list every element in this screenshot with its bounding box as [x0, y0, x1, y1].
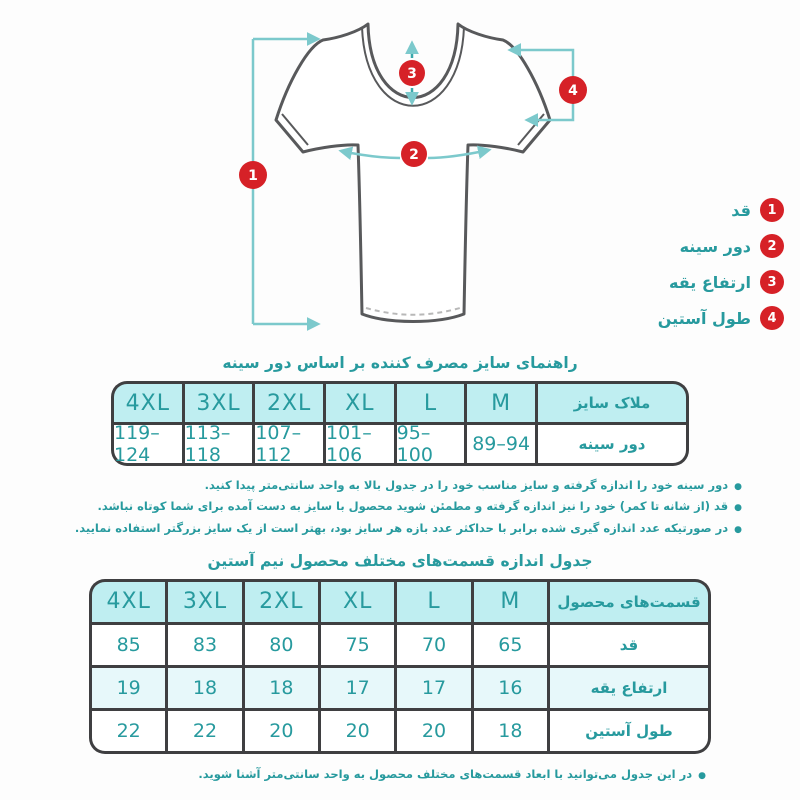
tshirt-measurement-diagram: 1 2 3 4 1 قد 2 دور سینه 3 ارتفاع یقه 4 طول آستی…: [0, 0, 800, 348]
bullet-icon: ●: [698, 770, 706, 781]
legend-label: طول آستین: [657, 308, 751, 328]
chest-range-cell: 101–106: [325, 422, 394, 466]
left-cuff-line: [281, 113, 309, 146]
parts-dimensions-table: 4XL 3XL 2XL XL L M قسمت‌های محصول 85 83 80 75 70 65 ق…: [89, 578, 711, 754]
legend-item-2: 2 دور سینه: [658, 234, 784, 258]
dimension-value-cell: 85: [92, 624, 166, 665]
legend-number-badge: 4: [760, 306, 784, 330]
dimension-value-cell: 18: [168, 667, 242, 708]
legend-number-badge: 2: [760, 234, 784, 258]
note-item: ● در صورتیکه عدد اندازه گیری شده برابر با…: [28, 518, 742, 539]
size-header-cell: 4XL: [114, 384, 182, 422]
marker-3: 3: [399, 60, 425, 86]
dimension-value-cell: 20: [321, 710, 395, 751]
dimension-value-cell: 83: [168, 624, 242, 665]
size-header-cell: 2XL: [255, 384, 323, 422]
size-header-cell: L: [397, 581, 471, 622]
footer-note-text: در این جدول می‌توانید با ابعاد قسمت‌های …: [198, 766, 693, 781]
dimension-value-cell: 19: [92, 667, 166, 708]
dimension-value-cell: 22: [92, 710, 166, 751]
parts-table-title: جدول اندازه قسمت‌های مختلف محصول نیم آست…: [207, 551, 593, 570]
dimension-value-cell: 22: [168, 710, 242, 751]
measure-chest: [338, 145, 492, 160]
chest-range-cell: 119–124: [114, 422, 182, 466]
dimension-value-cell: 70: [397, 624, 471, 665]
chest-row-label: دور سینه: [537, 425, 686, 463]
dimension-value-cell: 18: [244, 667, 318, 708]
bullet-icon: ●: [734, 503, 742, 514]
size-header-cell: 4XL: [92, 581, 166, 622]
marker-4: 4: [559, 76, 587, 104]
parts-header-cell: قسمت‌های محصول: [550, 581, 708, 622]
note-text: قد (از شانه تا کمر) خود را نیز اندازه گر…: [97, 499, 729, 514]
chest-range-cell: 95–100: [396, 422, 465, 466]
dimension-value-cell: 20: [397, 710, 471, 751]
dimension-value-cell: 17: [321, 667, 395, 708]
dimension-value-cell: 17: [397, 667, 471, 708]
collar-band-line: [361, 26, 465, 107]
dimension-row-label: طول آستین: [550, 710, 708, 751]
legend-label: قد: [731, 200, 751, 220]
legend-number-badge: 3: [760, 270, 784, 294]
legend-item-3: 3 ارتفاع یقه: [658, 270, 784, 294]
size-header-cell: 3XL: [184, 384, 253, 422]
bullet-icon: ●: [734, 524, 742, 535]
size-header-cell: 3XL: [168, 581, 242, 622]
chest-range-cell: 89–94: [467, 425, 535, 463]
dimension-value-cell: 18: [473, 710, 547, 751]
size-header-cell: 2XL: [244, 581, 318, 622]
instruction-notes: ● دور سینه خود را اندازه گرفته و سایز منا…: [28, 475, 742, 539]
note-item: ● قد (از شانه تا کمر) خود را نیز اندازه گ…: [28, 496, 742, 517]
size-header-cell: XL: [325, 384, 394, 422]
dimension-value-cell: 20: [244, 710, 318, 751]
footer-note: ● در این جدول می‌توانید با ابعاد قسمت‌ها…: [0, 767, 706, 781]
svg-text:2: 2: [409, 147, 419, 163]
size-header-cell: M: [467, 384, 535, 422]
size-guide-title: راهنمای سایز مصرف کننده بر اساس دور سینه: [222, 354, 578, 372]
legend-label: دور سینه: [679, 236, 751, 256]
note-text: در صورتیکه عدد اندازه گیری شده برابر با …: [74, 520, 729, 535]
bullet-icon: ●: [734, 482, 742, 492]
marker-2: 2: [401, 141, 427, 167]
legend-number-badge: 1: [760, 198, 784, 222]
size-header-cell: XL: [321, 581, 395, 622]
marker-1: 1: [239, 161, 267, 189]
legend-label: ارتفاع یقه: [669, 272, 751, 292]
size-guide-table: 4XL 3XL 2XL XL L M ملاک سایز 119–124 113–118 107–…: [111, 381, 689, 466]
size-criterion-header: ملاک سایز: [537, 384, 686, 422]
svg-text:3: 3: [407, 66, 417, 82]
dimension-value-cell: 80: [244, 624, 318, 665]
svg-text:1: 1: [248, 168, 258, 184]
measurement-legend: 1 قد 2 دور سینه 3 ارتفاع یقه 4 طول آستین: [658, 198, 784, 330]
dimension-value-cell: 16: [473, 667, 547, 708]
note-text: دور سینه خود را اندازه گرفته و سایز مناس…: [204, 478, 729, 492]
dimension-row-label: قد: [550, 624, 708, 665]
note-item: ● دور سینه خود را اندازه گرفته و سایز منا…: [28, 475, 742, 496]
legend-item-1: 1 قد: [658, 198, 784, 222]
chest-range-cell: 107–112: [255, 422, 323, 466]
dimension-row-label: ارتفاع یقه: [550, 667, 708, 708]
chest-range-cell: 113–118: [184, 422, 253, 466]
tshirt-outline: [274, 22, 552, 323]
hem-stitch-line: [365, 307, 461, 316]
size-header-cell: M: [473, 581, 547, 622]
dimension-value-cell: 65: [473, 624, 547, 665]
dimension-value-cell: 75: [321, 624, 395, 665]
legend-item-4: 4 طول آستین: [658, 306, 784, 330]
svg-text:4: 4: [568, 83, 578, 99]
size-header-cell: L: [396, 384, 465, 422]
tshirt-diagram-svg: 1 2 3 4: [239, 22, 587, 331]
